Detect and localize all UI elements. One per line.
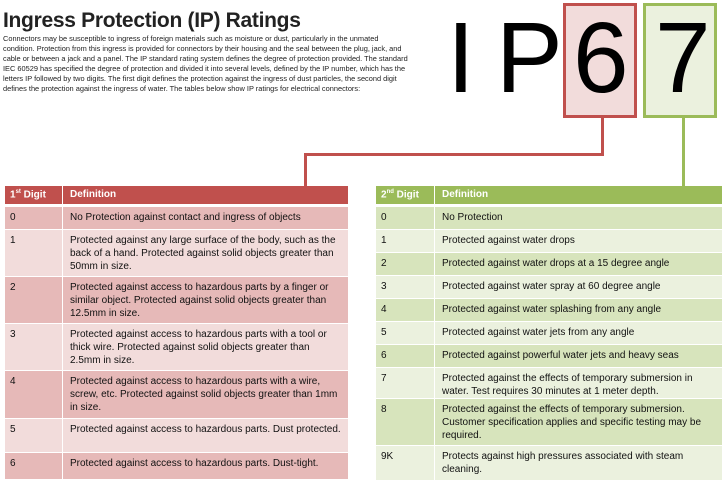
definition-cell: No Protection against contact and ingres… bbox=[70, 212, 301, 223]
header-digit: 2nd Digit bbox=[381, 189, 419, 201]
code-letter-i: I bbox=[447, 2, 475, 114]
definition-cell: Protects against high pressures associat… bbox=[442, 451, 684, 475]
definition-cell: Protected against access to hazardous pa… bbox=[70, 376, 338, 413]
definition-cell: Protected against water drops at a 15 de… bbox=[442, 258, 670, 269]
table-header: 2nd Digit Definition bbox=[376, 186, 722, 204]
definition-cell: Protected against access to hazardous pa… bbox=[70, 329, 327, 366]
green-connector-line bbox=[682, 118, 685, 186]
definition-cell: Protected against powerful water jets an… bbox=[442, 350, 679, 361]
table-row: 4 Protected against water splashing from… bbox=[376, 299, 722, 321]
digit-cell: 6 bbox=[10, 458, 16, 469]
digit-cell: 0 bbox=[10, 212, 16, 223]
digit-cell: 3 bbox=[381, 281, 387, 292]
second-digit-table: 2nd Digit Definition 0 No Protection 1 P… bbox=[376, 186, 722, 480]
digit-cell: 5 bbox=[10, 424, 16, 435]
digit-cell: 8 bbox=[381, 404, 387, 415]
header-digit: 1st Digit bbox=[10, 189, 46, 201]
digit-cell: 9K bbox=[381, 451, 394, 462]
digit-cell: 4 bbox=[381, 304, 387, 315]
table-row: 4 Protected against access to hazardous … bbox=[5, 371, 348, 418]
table-row: 5 Protected against access to hazardous … bbox=[5, 419, 348, 452]
red-connector-line bbox=[601, 118, 604, 156]
digit-cell: 3 bbox=[10, 329, 16, 340]
digit-cell: 4 bbox=[10, 376, 16, 387]
red-connector-line bbox=[304, 153, 307, 186]
digit-cell: 0 bbox=[381, 212, 387, 223]
table-row: 6 Protected against access to hazardous … bbox=[5, 453, 348, 479]
definition-cell: Protected against water spray at 60 degr… bbox=[442, 281, 661, 292]
first-digit-box bbox=[563, 3, 637, 118]
definition-cell: Protected against water jets from any an… bbox=[442, 327, 635, 338]
table-row: 9K Protects against high pressures assoc… bbox=[376, 446, 722, 480]
table-row: 1 Protected against water drops bbox=[376, 230, 722, 252]
first-digit-table: 1st Digit Definition 0 No Protection aga… bbox=[5, 186, 348, 480]
definition-cell: Protected against access to hazardous pa… bbox=[70, 424, 341, 435]
header-definition: Definition bbox=[70, 189, 117, 200]
table-row: 7 Protected against the effects of tempo… bbox=[376, 368, 722, 398]
definition-cell: Protected against access to hazardous pa… bbox=[70, 282, 329, 319]
digit-cell: 1 bbox=[381, 235, 387, 246]
definition-cell: Protected against any large surface of t… bbox=[70, 235, 336, 272]
table-row: 5 Protected against water jets from any … bbox=[376, 322, 722, 344]
table-row: 2 Protected against access to hazardous … bbox=[5, 277, 348, 323]
table-row: 3 Protected against access to hazardous … bbox=[5, 324, 348, 370]
header-definition: Definition bbox=[442, 189, 489, 200]
definition-cell: Protected against access to hazardous pa… bbox=[70, 458, 319, 469]
code-letter-p: P bbox=[496, 2, 563, 114]
definition-cell: No Protection bbox=[442, 212, 503, 223]
table-row: 6 Protected against powerful water jets … bbox=[376, 345, 722, 367]
second-digit: 7 bbox=[655, 2, 711, 114]
second-digit-box bbox=[643, 3, 717, 118]
page-title: Ingress Protection (IP) Ratings bbox=[3, 9, 301, 32]
definition-cell: Protected against water drops bbox=[442, 235, 575, 246]
definition-cell: Protected against the effects of tempora… bbox=[442, 373, 693, 397]
table-row: 8 Protected against the effects of tempo… bbox=[376, 399, 722, 445]
table-row: 1 Protected against any large surface of… bbox=[5, 230, 348, 276]
table-header: 1st Digit Definition bbox=[5, 186, 348, 204]
red-connector-line bbox=[304, 153, 604, 156]
table-row: 0 No Protection bbox=[376, 207, 722, 229]
table-row: 0 No Protection against contact and ingr… bbox=[5, 207, 348, 229]
definition-cell: Protected against water splashing from a… bbox=[442, 304, 662, 315]
digit-cell: 2 bbox=[10, 282, 16, 293]
first-digit: 6 bbox=[573, 2, 629, 114]
table-row: 3 Protected against water spray at 60 de… bbox=[376, 276, 722, 298]
definition-cell: Protected against the effects of tempora… bbox=[442, 404, 702, 441]
digit-cell: 6 bbox=[381, 350, 387, 361]
table-row: 2 Protected against water drops at a 15 … bbox=[376, 253, 722, 275]
digit-cell: 5 bbox=[381, 327, 387, 338]
digit-cell: 2 bbox=[381, 258, 387, 269]
intro-paragraph: Connectors may be susceptible to ingress… bbox=[3, 34, 408, 93]
digit-cell: 1 bbox=[10, 235, 16, 246]
digit-cell: 7 bbox=[381, 373, 387, 384]
